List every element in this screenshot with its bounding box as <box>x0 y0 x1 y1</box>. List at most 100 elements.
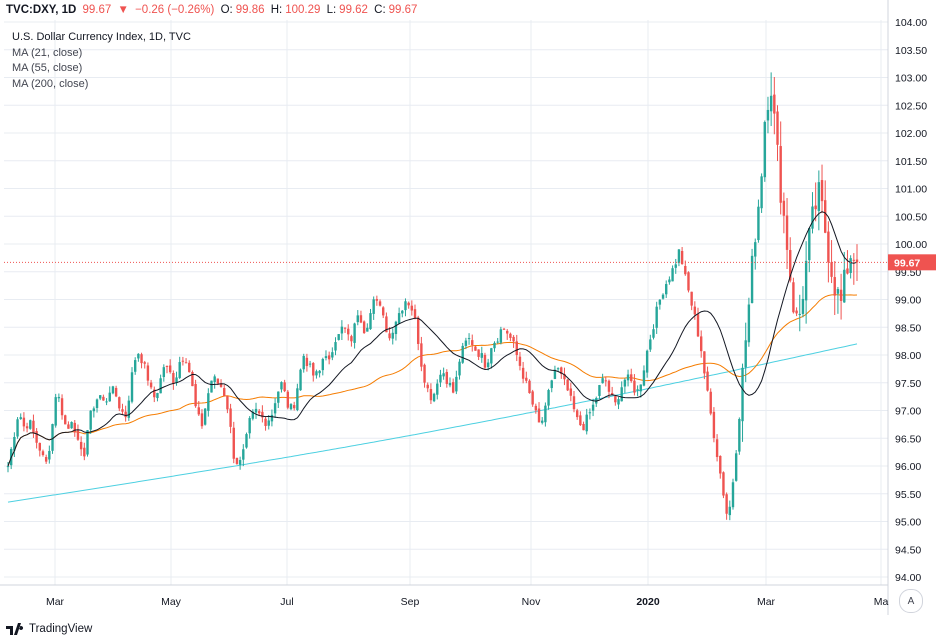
candle-body <box>296 388 299 411</box>
candle-body <box>661 294 665 299</box>
candle-body <box>776 111 779 145</box>
candle-body <box>261 411 264 418</box>
legend-ma200[interactable]: MA (200, close) <box>12 77 89 90</box>
candle-body <box>29 420 32 429</box>
candle-body <box>108 392 111 402</box>
symbol-label[interactable]: TVC:DXY, 1D <box>6 4 77 16</box>
price-tag-box <box>888 254 936 271</box>
candle-body <box>254 408 258 413</box>
candle-body <box>569 388 573 396</box>
y-tick-label: 104.00 <box>895 17 927 29</box>
tradingview-logo[interactable]: TradingView <box>6 620 92 638</box>
candle-body <box>604 380 607 382</box>
candle-body <box>642 370 646 386</box>
candle-body <box>445 371 449 384</box>
candle-body <box>35 431 38 443</box>
candle-body <box>798 313 801 315</box>
chart-legend: U.S. Dollar Currency Index, 1D, TVC MA (… <box>12 30 191 92</box>
candle-body <box>238 460 242 465</box>
candle-body <box>156 393 159 399</box>
candle-body <box>582 423 585 431</box>
candle-body <box>124 411 127 418</box>
candle-body <box>337 334 340 340</box>
candle-body <box>811 206 814 229</box>
candle-body <box>715 439 719 458</box>
candle-body <box>334 342 337 351</box>
candle-body <box>111 386 115 394</box>
candle-body <box>16 419 19 437</box>
candle-body <box>455 376 458 392</box>
candle-body <box>286 391 290 408</box>
candle-body <box>773 94 776 114</box>
candle-body <box>525 377 528 381</box>
auto-scale-button[interactable]: A <box>899 589 923 613</box>
candle-body <box>471 340 474 346</box>
candle-body <box>76 430 80 440</box>
candle-body <box>808 228 811 261</box>
candle-body <box>550 380 553 389</box>
candle-body <box>327 355 331 360</box>
candle-body <box>235 457 239 464</box>
candle-body <box>804 260 808 301</box>
candle-body <box>280 382 283 390</box>
x-axis-ticks[interactable]: Mar May Jul Sep Nov 2020 Mar Ma <box>46 596 888 608</box>
candle-body <box>817 182 821 211</box>
candle-body <box>572 396 576 410</box>
candle-body <box>824 200 827 233</box>
candle-body <box>127 400 131 418</box>
candle-body <box>467 338 471 340</box>
candle-body <box>483 354 487 368</box>
candle-body <box>95 399 99 409</box>
candle-body <box>486 362 490 368</box>
y-axis-ticks[interactable]: 94.00 94.50 95.00 95.50 96.00 96.50 97.00 97.50… <box>895 17 927 584</box>
candle-body <box>725 494 728 514</box>
candle-body <box>200 413 204 427</box>
legend-ma21[interactable]: MA (21, close) <box>12 46 83 59</box>
candle-body <box>760 176 763 209</box>
candle-body <box>709 391 712 414</box>
candle-body <box>436 383 439 395</box>
grid <box>4 20 888 585</box>
y-tick-label: 100.00 <box>895 239 927 251</box>
candle-body <box>216 378 220 384</box>
candle-body <box>671 268 674 282</box>
candle-body <box>359 315 363 323</box>
candle-body <box>410 305 414 311</box>
candle-body <box>474 346 477 351</box>
candle-body <box>114 387 118 397</box>
candle-body <box>242 449 245 460</box>
candle-body <box>734 453 738 481</box>
candle-body <box>836 289 840 294</box>
candle-body <box>782 200 786 216</box>
candle-body <box>502 328 506 330</box>
candle-body <box>754 242 757 257</box>
candle-body <box>73 422 76 433</box>
candle-body <box>213 376 216 383</box>
legend-title[interactable]: U.S. Dollar Currency Index, 1D, TVC <box>12 31 191 43</box>
candle-body <box>588 412 592 414</box>
candle-body <box>763 122 766 178</box>
y-tick-label: 101.00 <box>895 184 927 196</box>
legend-ma55[interactable]: MA (55, close) <box>12 62 83 74</box>
candle-body <box>846 268 849 274</box>
candle-body <box>591 404 595 411</box>
candle-body <box>560 367 563 374</box>
candle-body <box>207 393 210 411</box>
candle-body <box>353 323 356 343</box>
candle-body <box>162 367 166 378</box>
candle-body <box>248 418 251 434</box>
ma55-path <box>7 294 858 467</box>
candle-body <box>639 384 642 392</box>
ma200-line <box>7 343 858 503</box>
candle-body <box>315 371 318 376</box>
candle-body <box>407 302 410 306</box>
candle-body <box>86 430 89 455</box>
candle-body <box>690 291 693 306</box>
y-tick-label: 95.00 <box>895 517 921 529</box>
candle-body <box>130 372 134 402</box>
candle-body <box>270 414 274 422</box>
candle-body <box>693 306 697 315</box>
candle-body <box>67 424 70 429</box>
candle-body <box>48 451 51 460</box>
